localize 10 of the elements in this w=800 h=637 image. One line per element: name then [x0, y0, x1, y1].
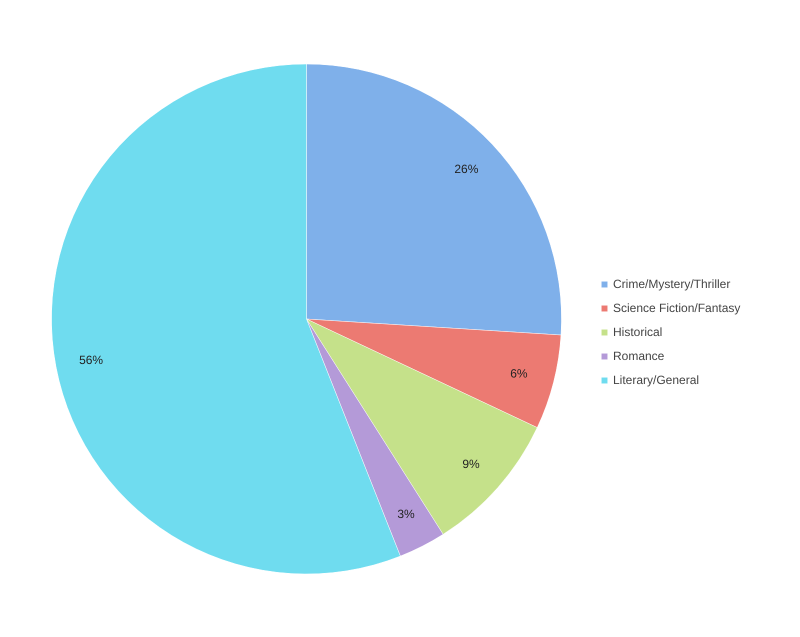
legend-label: Literary/General	[613, 373, 700, 387]
data-label: 6%	[510, 366, 528, 380]
legend-label: Historical	[613, 325, 662, 339]
legend-label: Crime/Mystery/Thriller	[613, 277, 730, 291]
data-label: 26%	[454, 162, 479, 176]
data-label: 9%	[462, 456, 480, 471]
data-label: 56%	[79, 353, 104, 368]
legend-label: Romance	[613, 349, 664, 363]
data-label: 3%	[397, 507, 416, 522]
legend-label: Science Fiction/Fantasy	[613, 301, 740, 315]
